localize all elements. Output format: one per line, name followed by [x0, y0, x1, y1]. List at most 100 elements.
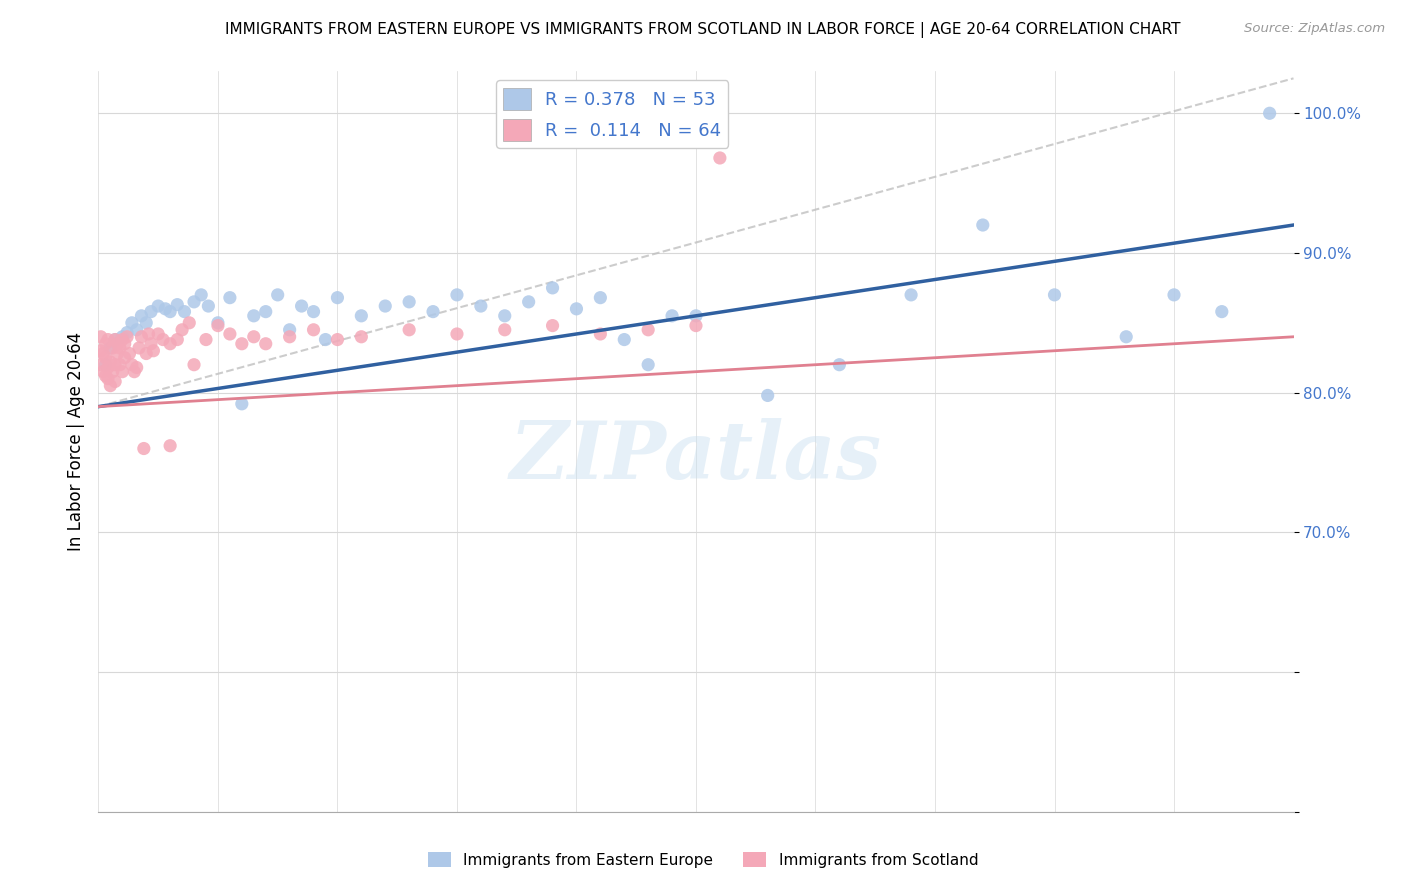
- Point: [219, 326, 242, 341]
- Point: [1211, 304, 1233, 318]
- Point: [142, 343, 165, 358]
- Point: [267, 288, 290, 302]
- Point: [243, 309, 266, 323]
- Point: [446, 326, 468, 341]
- Text: IMMIGRANTS FROM EASTERN EUROPE VS IMMIGRANTS FROM SCOTLAND IN LABOR FORCE | AGE : IMMIGRANTS FROM EASTERN EUROPE VS IMMIGR…: [225, 22, 1181, 38]
- Point: [302, 323, 325, 337]
- Point: [115, 326, 138, 340]
- Point: [111, 333, 134, 347]
- Point: [104, 375, 127, 389]
- Point: [139, 336, 162, 351]
- Point: [541, 281, 564, 295]
- Point: [135, 316, 157, 330]
- Point: [195, 333, 218, 347]
- Point: [637, 323, 659, 337]
- Point: [139, 304, 162, 318]
- Point: [107, 346, 129, 360]
- Point: [197, 299, 219, 313]
- Point: [756, 388, 779, 402]
- Point: [132, 442, 155, 456]
- Point: [207, 316, 229, 330]
- Point: [91, 365, 114, 379]
- Point: [138, 326, 160, 341]
- Point: [422, 304, 444, 318]
- Legend: Immigrants from Eastern Europe, Immigrants from Scotland: Immigrants from Eastern Europe, Immigran…: [422, 846, 984, 873]
- Point: [972, 218, 994, 232]
- Point: [1163, 288, 1185, 302]
- Point: [494, 309, 516, 323]
- Point: [98, 341, 122, 355]
- Point: [278, 330, 301, 344]
- Point: [231, 397, 253, 411]
- Point: [94, 336, 117, 351]
- Point: [1115, 330, 1137, 344]
- Point: [114, 351, 136, 365]
- Point: [828, 358, 851, 372]
- Point: [517, 294, 540, 309]
- Point: [159, 304, 181, 318]
- Point: [1043, 288, 1066, 302]
- Point: [131, 309, 153, 323]
- Point: [494, 323, 516, 337]
- Point: [398, 323, 420, 337]
- Point: [302, 304, 325, 318]
- Point: [470, 299, 492, 313]
- Point: [91, 346, 114, 360]
- Point: [121, 358, 143, 372]
- Point: [173, 304, 195, 318]
- Point: [278, 323, 301, 337]
- Point: [115, 330, 138, 344]
- Point: [900, 288, 922, 302]
- Point: [124, 365, 146, 379]
- Text: ZIPatlas: ZIPatlas: [510, 417, 882, 495]
- Point: [1258, 106, 1281, 120]
- Point: [446, 288, 468, 302]
- Point: [148, 299, 170, 313]
- Point: [128, 341, 150, 355]
- Text: Source: ZipAtlas.com: Source: ZipAtlas.com: [1244, 22, 1385, 36]
- Point: [104, 333, 127, 347]
- Point: [685, 318, 707, 333]
- Point: [108, 341, 131, 355]
- Point: [121, 316, 143, 330]
- Point: [159, 439, 181, 453]
- Point: [613, 333, 636, 347]
- Point: [254, 304, 277, 318]
- Point: [190, 288, 212, 302]
- Point: [398, 294, 420, 309]
- Point: [155, 301, 177, 316]
- Y-axis label: In Labor Force | Age 20-64: In Labor Force | Age 20-64: [66, 332, 84, 551]
- Point: [152, 333, 174, 347]
- Point: [131, 330, 153, 344]
- Point: [94, 351, 117, 365]
- Point: [243, 330, 266, 344]
- Point: [111, 365, 134, 379]
- Point: [166, 298, 188, 312]
- Point: [125, 323, 148, 337]
- Point: [315, 333, 337, 347]
- Point: [94, 358, 117, 372]
- Point: [254, 336, 277, 351]
- Point: [111, 330, 134, 344]
- Point: [166, 333, 188, 347]
- Point: [97, 372, 120, 386]
- Point: [291, 299, 314, 313]
- Point: [207, 318, 229, 333]
- Point: [219, 291, 242, 305]
- Point: [125, 360, 148, 375]
- Point: [183, 358, 205, 372]
- Point: [661, 309, 683, 323]
- Point: [183, 294, 205, 309]
- Point: [118, 346, 141, 360]
- Point: [97, 360, 120, 375]
- Point: [326, 333, 349, 347]
- Point: [709, 151, 731, 165]
- Point: [179, 316, 201, 330]
- Point: [685, 309, 707, 323]
- Point: [350, 309, 373, 323]
- Point: [104, 358, 127, 372]
- Point: [101, 365, 124, 379]
- Point: [589, 326, 612, 341]
- Point: [97, 333, 120, 347]
- Point: [148, 326, 170, 341]
